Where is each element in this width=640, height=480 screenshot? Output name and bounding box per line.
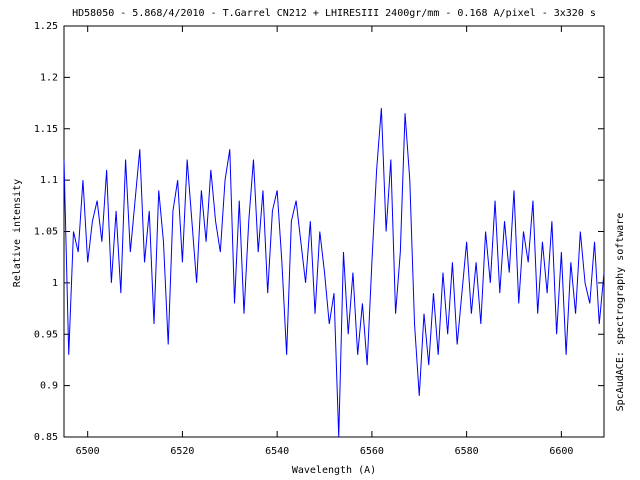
chart-title: HD58050 - 5.868/4/2010 - T.Garrel CN212 … — [72, 8, 596, 19]
side-note: SpcAudACE: spectrography software — [615, 213, 626, 412]
x-tick-label: 6540 — [265, 446, 289, 457]
y-tick-label: 1.2 — [40, 72, 58, 83]
y-tick-label: 1.15 — [34, 124, 58, 135]
x-tick-label: 6580 — [455, 446, 479, 457]
y-axis-label: Relative intensity — [12, 179, 23, 287]
y-tick-label: 1.05 — [34, 227, 58, 238]
y-tick-label: 1 — [52, 278, 58, 289]
y-tick-label: 0.95 — [34, 329, 58, 340]
y-tick-label: 0.9 — [40, 381, 58, 392]
y-tick-label: 1.25 — [34, 21, 58, 32]
x-tick-label: 6560 — [360, 446, 384, 457]
x-tick-label: 6520 — [170, 446, 194, 457]
x-axis-label: Wavelength (A) — [292, 465, 376, 476]
y-tick-label: 0.85 — [34, 432, 58, 443]
spectrum-line — [63, 108, 605, 438]
y-tick-label: 1.1 — [40, 175, 58, 186]
x-tick-label: 6600 — [549, 446, 573, 457]
x-tick-label: 6500 — [76, 446, 100, 457]
